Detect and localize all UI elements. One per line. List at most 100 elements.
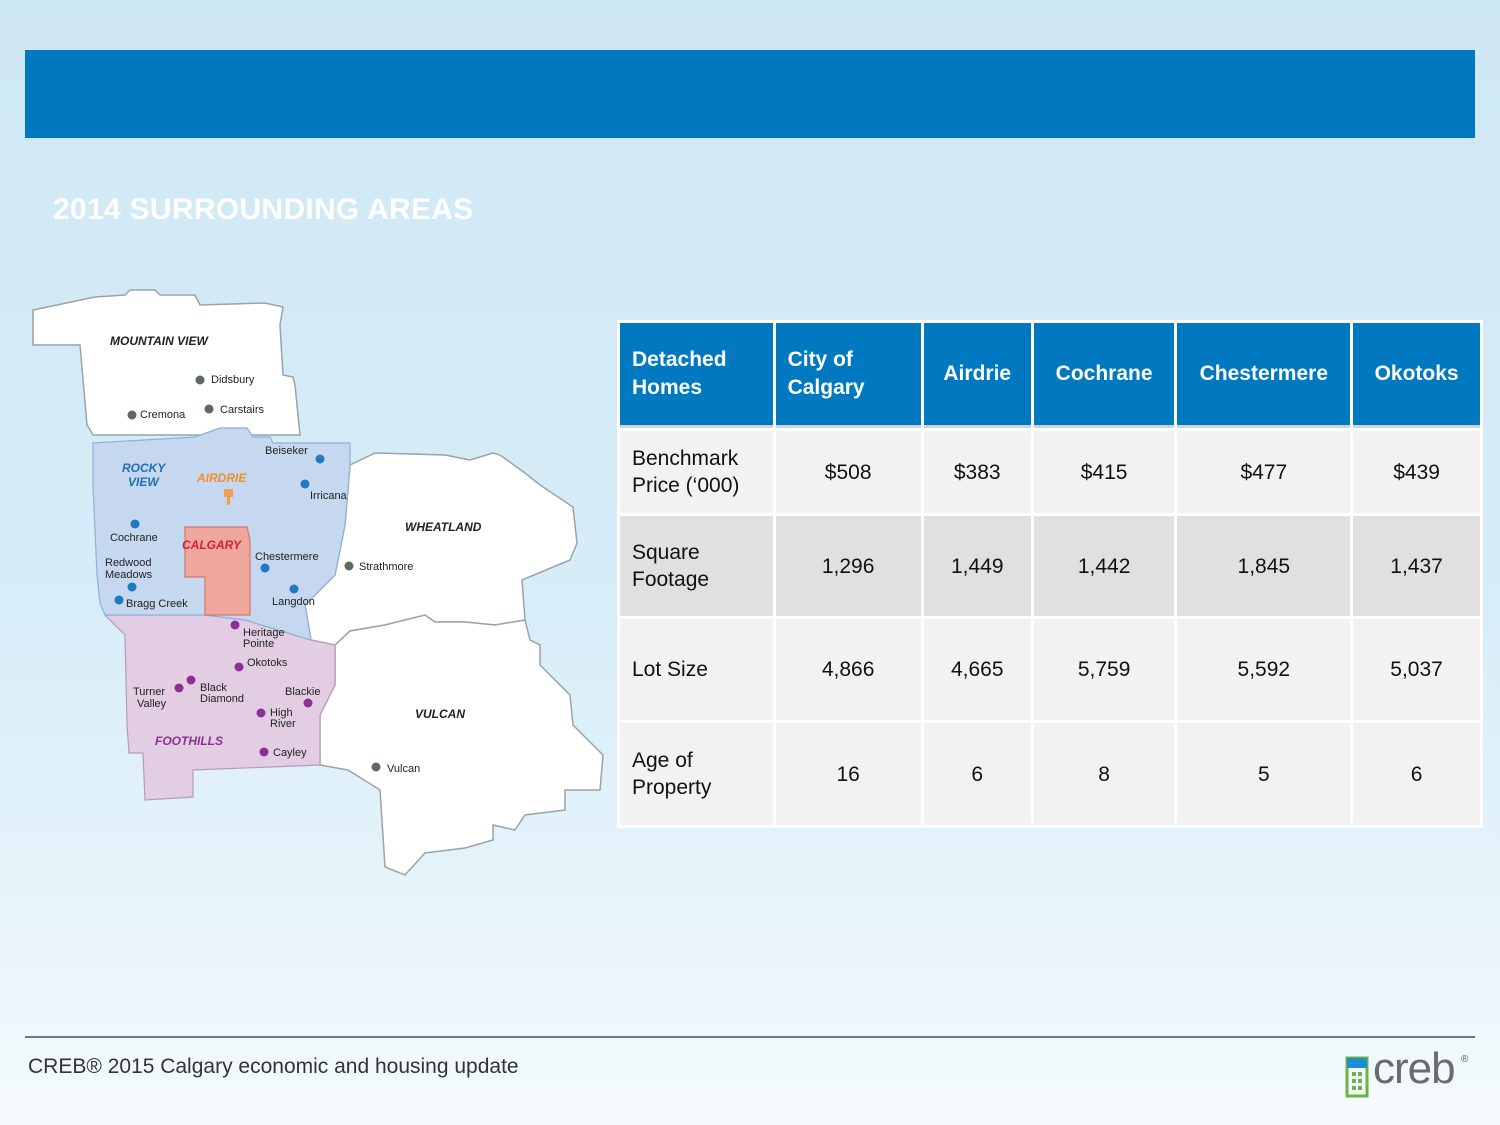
town-heritage-2: Pointe — [243, 638, 274, 650]
label-rocky-view-1: ROCKY — [122, 461, 166, 475]
dot-turner-valley — [174, 683, 184, 693]
header-banner — [25, 50, 1475, 138]
table-cell: 8 — [1033, 723, 1175, 825]
table-cell: 1,449 — [923, 516, 1031, 616]
town-black-2: Diamond — [200, 693, 244, 705]
table-cell: 5,037 — [1353, 619, 1480, 720]
table-header-row: Detached Homes City of Calgary Airdrie C… — [620, 323, 1480, 428]
table-cell: 5 — [1177, 723, 1351, 825]
table-cell: 4,665 — [923, 619, 1031, 720]
town-blackie: Blackie — [285, 686, 320, 698]
row-label: Age of Property — [620, 723, 773, 825]
label-rocky-view-2: VIEW — [128, 475, 160, 489]
dot-cayley — [259, 747, 269, 757]
label-foothills: FOOTHILLS — [155, 734, 223, 748]
building-icon — [1345, 1056, 1369, 1098]
table-row: Lot Size 4,866 4,665 5,759 5,592 5,037 — [620, 619, 1480, 720]
town-beiseker: Beiseker — [265, 445, 308, 457]
table-cell: 1,296 — [775, 516, 921, 616]
header-cochrane: Cochrane — [1033, 323, 1175, 428]
table-cell: 1,845 — [1177, 516, 1351, 616]
dot-blackie — [303, 698, 313, 708]
footer-text: CREB® 2015 Calgary economic and housing … — [28, 1055, 519, 1078]
town-didsbury: Didsbury — [211, 374, 255, 386]
table-cell: 1,442 — [1033, 516, 1175, 616]
town-strathmore: Strathmore — [359, 561, 413, 573]
table-cell: $477 — [1177, 431, 1351, 513]
town-redwood-2: Meadows — [105, 569, 153, 581]
dot-carstairs — [204, 404, 214, 414]
dot-beiseker — [315, 454, 325, 464]
dot-heritage-pointe — [230, 620, 240, 630]
airdrie-marker-icon — [224, 489, 233, 505]
header-city-of-calgary: City of Calgary — [775, 323, 921, 428]
table-cell: 6 — [923, 723, 1031, 825]
creb-logo: creb ® — [1343, 1044, 1473, 1100]
housing-comparison-table: Detached Homes City of Calgary Airdrie C… — [617, 320, 1483, 828]
table-cell: 4,866 — [775, 619, 921, 720]
region-vulcan — [319, 614, 604, 876]
logo-wordmark: creb — [1373, 1044, 1456, 1093]
dot-irricana — [300, 479, 310, 489]
table-cell: 5,592 — [1177, 619, 1351, 720]
town-high-2: River — [270, 718, 296, 730]
town-langdon: Langdon — [272, 596, 315, 608]
table-cell: $439 — [1353, 431, 1480, 513]
page-title: 2014 SURROUNDING AREAS — [53, 193, 474, 226]
table-row: Square Footage 1,296 1,449 1,442 1,845 1… — [620, 516, 1480, 616]
table-cell: 5,759 — [1033, 619, 1175, 720]
header-airdrie: Airdrie — [923, 323, 1031, 428]
dot-chestermere — [260, 563, 270, 573]
footer-divider — [25, 1036, 1475, 1038]
dot-black-diamond — [186, 675, 196, 685]
dot-okotoks — [234, 662, 244, 672]
dot-didsbury — [195, 375, 205, 385]
town-cremona: Cremona — [140, 409, 186, 421]
dot-langdon — [289, 584, 299, 594]
row-label: Benchmark Price (‘000) — [620, 431, 773, 513]
dot-bragg-creek — [114, 595, 124, 605]
town-carstairs: Carstairs — [220, 404, 265, 416]
town-black-1: Black — [200, 682, 227, 694]
region-map: MOUNTAIN VIEW ROCKY VIEW AIRDRIE CALGARY… — [25, 285, 605, 885]
town-redwood-1: Redwood — [105, 557, 151, 569]
region-mountain-view — [32, 289, 301, 436]
label-vulcan: VULCAN — [415, 707, 465, 721]
dot-high-river — [256, 708, 266, 718]
table-cell: $383 — [923, 431, 1031, 513]
header-detached-homes: Detached Homes — [620, 323, 773, 428]
label-mountain-view: MOUNTAIN VIEW — [110, 334, 209, 348]
row-label: Square Footage — [620, 516, 773, 616]
town-vulcan: Vulcan — [387, 763, 420, 775]
dot-cochrane — [130, 519, 140, 529]
town-cayley: Cayley — [273, 747, 307, 759]
town-cochrane: Cochrane — [110, 532, 158, 544]
dot-strathmore — [344, 561, 354, 571]
header-chestermere: Chestermere — [1177, 323, 1351, 428]
table-cell: $508 — [775, 431, 921, 513]
label-wheatland: WHEATLAND — [405, 520, 482, 534]
table-cell: 1,437 — [1353, 516, 1480, 616]
table-cell: 16 — [775, 723, 921, 825]
town-turner-2: Valley — [137, 698, 167, 710]
logo-registered-mark: ® — [1461, 1054, 1469, 1065]
town-okotoks: Okotoks — [247, 657, 288, 669]
region-calgary — [184, 526, 251, 616]
town-irricana: Irricana — [310, 490, 348, 502]
table-row: Age of Property 16 6 8 5 6 — [620, 723, 1480, 825]
label-airdrie: AIRDRIE — [196, 471, 247, 485]
town-heritage-1: Heritage — [243, 627, 285, 639]
header-okotoks: Okotoks — [1353, 323, 1480, 428]
row-label: Lot Size — [620, 619, 773, 720]
town-high-1: High — [270, 707, 293, 719]
town-chestermere: Chestermere — [255, 551, 319, 563]
table-cell: 6 — [1353, 723, 1480, 825]
table-row: Benchmark Price (‘000) $508 $383 $415 $4… — [620, 431, 1480, 513]
dot-redwood-meadows — [127, 582, 137, 592]
label-calgary: CALGARY — [182, 538, 242, 552]
dot-cremona — [127, 410, 137, 420]
table-cell: $415 — [1033, 431, 1175, 513]
town-turner-1: Turner — [133, 686, 165, 698]
dot-vulcan — [371, 762, 381, 772]
town-bragg-creek: Bragg Creek — [126, 598, 188, 610]
